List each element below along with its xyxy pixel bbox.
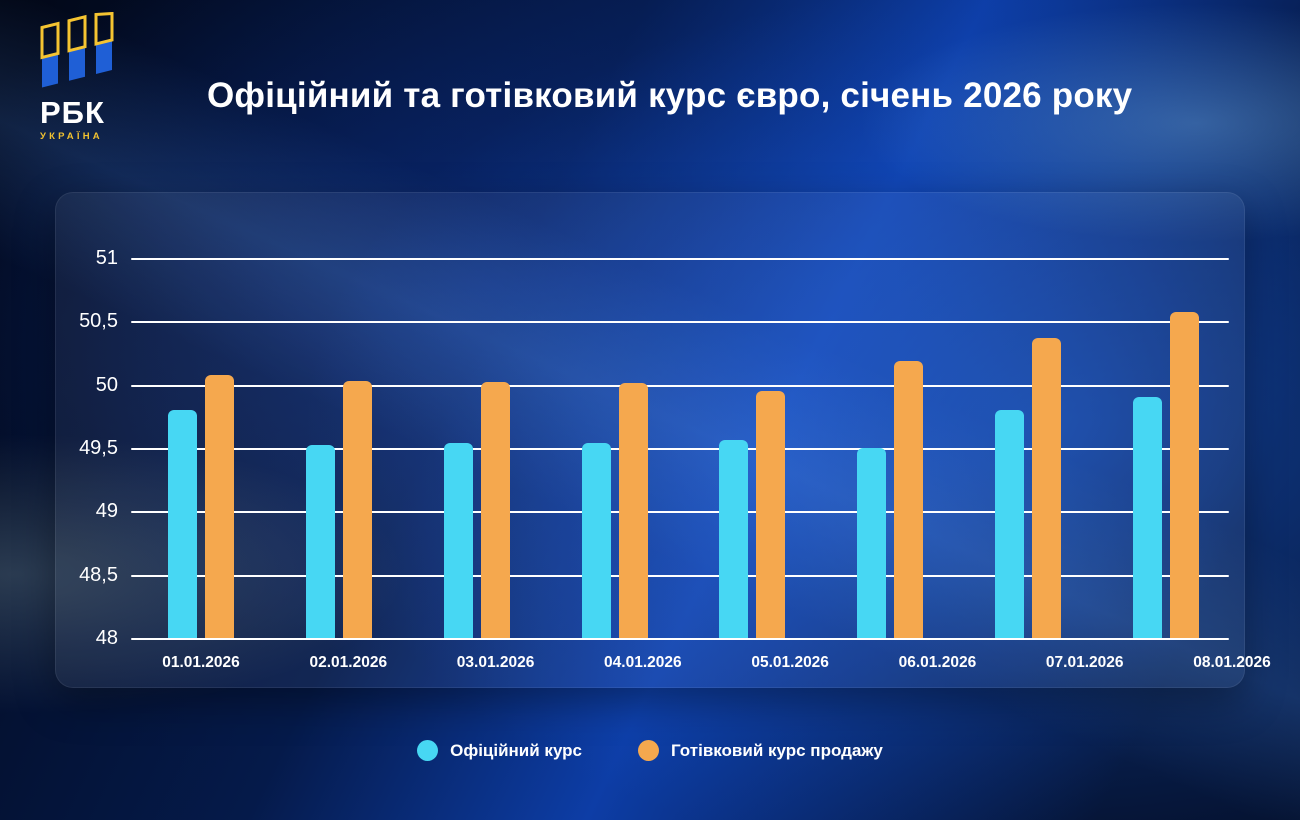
bar-official: [995, 410, 1025, 638]
bar-official: [443, 442, 473, 638]
bar-group: [719, 258, 786, 638]
plot-area: [131, 258, 1229, 640]
chart-panel: 51 50,5 50 49,5 49 48,5 48 01.01.2026 02.01.202…: [55, 192, 1271, 688]
legend-dot-official: [417, 740, 439, 761]
x-axis-label: 04.01.2026: [604, 654, 682, 671]
x-axis-label: 07.01.2026: [1045, 654, 1124, 671]
gridline: [131, 321, 1229, 324]
bar-official: [168, 410, 197, 638]
brand-subname: УКРАЇНА: [40, 131, 103, 142]
bar-official: [719, 440, 749, 638]
y-axis-label: 48,5: [79, 563, 118, 586]
bar-group: [1132, 258, 1199, 638]
bar-group: [857, 258, 924, 638]
bar-official: [305, 445, 335, 638]
bar-group: [995, 258, 1062, 638]
bar-group: [168, 258, 234, 638]
legend-label: Готівковий курс продажу: [671, 740, 883, 760]
bar-group: [443, 258, 510, 638]
y-axis-label: 49,5: [79, 437, 118, 459]
x-axis-label: 01.01.2026: [162, 654, 240, 671]
gridline: [131, 638, 1229, 640]
bar-cash: [756, 391, 786, 638]
gridlines: [131, 258, 1229, 640]
gridline: [131, 511, 1229, 514]
legend-item-cash: Готівковий курс продажу: [638, 740, 883, 761]
bar-series: [131, 258, 1229, 638]
bar-cash: [1032, 337, 1062, 638]
legend-item-official: Офіційний курс: [417, 740, 582, 761]
x-axis-label: 08.01.2026: [1193, 654, 1271, 671]
bar-cash: [480, 382, 510, 638]
gridline: [131, 384, 1229, 387]
bar-cash: [205, 374, 234, 638]
x-axis-label: 06.01.2026: [898, 654, 977, 671]
rbc-emblem-icon: [40, 12, 114, 88]
y-axis-label: 49: [95, 500, 118, 523]
y-axis-label: 50,5: [79, 310, 118, 333]
bar-group: [305, 258, 372, 638]
x-axis-label: 02.01.2026: [309, 654, 388, 671]
bar-group: [581, 258, 648, 638]
y-axis-label: 50: [95, 373, 118, 396]
legend: Офіційний курс Готівковий курс продажу: [0, 740, 1300, 761]
y-axis: 51 50,5 50 49,5 49 48,5 48: [56, 193, 118, 687]
bar-cash: [1169, 312, 1199, 638]
bar-official: [1132, 397, 1162, 638]
gridline: [131, 574, 1229, 577]
x-axis-label: 05.01.2026: [751, 654, 829, 671]
y-axis-label: 51: [95, 247, 118, 269]
bar-cash: [618, 383, 648, 638]
gridline: [131, 448, 1229, 450]
legend-dot-cash: [638, 740, 660, 761]
rbc-logo: РБК УКРАЇНА: [40, 12, 116, 142]
bar-official: [581, 442, 611, 638]
bar-cash: [342, 380, 372, 638]
bar-cash: [894, 360, 924, 638]
gridline: [131, 258, 1229, 260]
y-axis-label: 48: [95, 627, 118, 649]
legend-label: Офіційний курс: [450, 740, 583, 760]
x-axis: 01.01.2026 02.01.2026 03.01.2026 04.01.2026…: [131, 651, 1271, 681]
chart-title: Офіційний та готівковий курс євро, січен…: [207, 76, 1133, 115]
brand-name: РБК: [40, 95, 105, 130]
bar-official: [857, 448, 887, 638]
x-axis-label: 03.01.2026: [456, 654, 535, 671]
